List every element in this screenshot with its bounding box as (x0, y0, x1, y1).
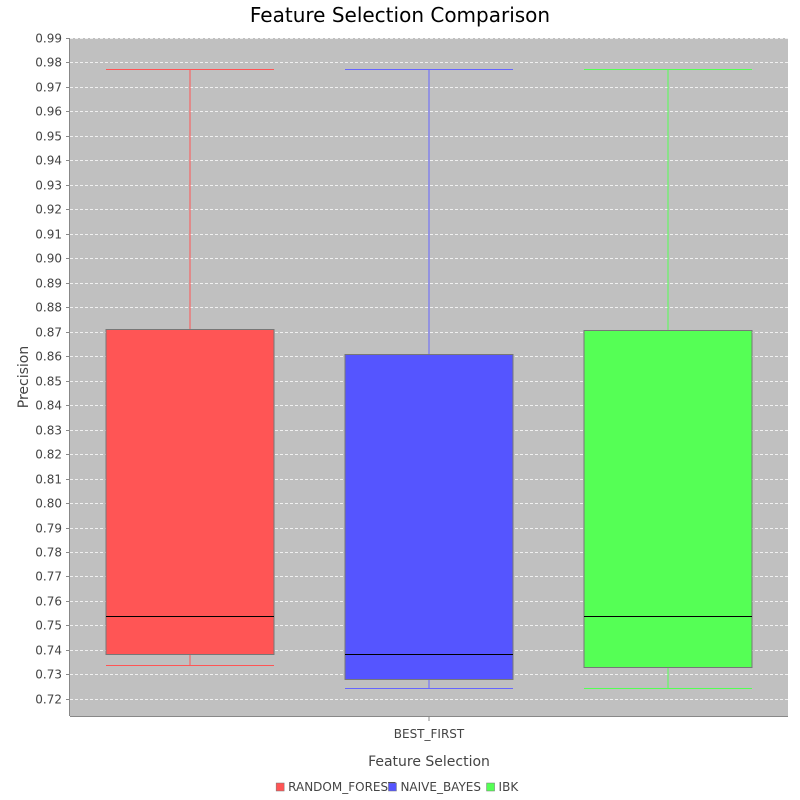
box-ibk (583, 69, 753, 689)
legend-swatch (388, 782, 397, 792)
y-tick-label: 0.78 (35, 546, 62, 560)
interquartile-box (105, 329, 275, 655)
y-tick-label: 0.94 (35, 154, 62, 168)
y-tick-label: 0.95 (35, 130, 62, 144)
y-tick-label: 0.84 (35, 399, 62, 413)
legend-swatch (486, 782, 495, 792)
legend: RANDOM_FOREST NAIVE_BAYES IBK (275, 780, 520, 794)
x-tick-label: BEST_FIRST (394, 727, 465, 741)
y-tick-label: 0.87 (35, 326, 62, 340)
y-tick-label: 0.98 (35, 56, 62, 70)
y-tick-label: 0.90 (35, 252, 62, 266)
y-tick-label: 0.92 (35, 203, 62, 217)
y-tick-label: 0.77 (35, 570, 62, 584)
x-axis-label: Feature Selection (368, 754, 490, 770)
y-tick-label: 0.83 (35, 424, 62, 438)
y-tick-label: 0.85 (35, 375, 62, 389)
y-tick-label: 0.80 (35, 497, 62, 511)
y-tick-label: 0.96 (35, 105, 62, 119)
legend-swatch (275, 782, 285, 792)
y-tick-label: 0.74 (35, 644, 62, 658)
y-tick-label: 0.79 (35, 522, 62, 536)
interquartile-box (583, 330, 753, 668)
legend-item-naive-bayes: NAIVE_BAYES (388, 780, 481, 794)
y-tick-label: 0.88 (35, 301, 62, 315)
box-naive-bayes (344, 69, 514, 689)
interquartile-box (344, 354, 514, 680)
y-tick-label: 0.86 (35, 350, 62, 364)
legend-label: RANDOM_FOREST (288, 780, 396, 794)
y-tick-label: 0.91 (35, 228, 62, 242)
y-tick-label: 0.97 (35, 81, 62, 95)
chart-title: Feature Selection Comparison (250, 3, 550, 27)
y-tick-label: 0.82 (35, 448, 62, 462)
box-random-forest (105, 69, 275, 666)
x-axis: BEST_FIRST (70, 716, 788, 741)
y-axis: 0.72 0.73 0.74 0.75 0.76 0.77 0.78 0.79 0.80 0.81… (35, 32, 70, 716)
y-tick-label: 0.89 (35, 277, 62, 291)
legend-item-ibk: IBK (486, 780, 520, 794)
y-tick-label: 0.99 (35, 32, 62, 46)
box-series (105, 69, 753, 689)
y-tick-label: 0.72 (35, 693, 62, 707)
legend-item-random-forest: RANDOM_FOREST (275, 780, 396, 794)
y-tick-label: 0.75 (35, 619, 62, 633)
y-axis-label: Precision (16, 346, 32, 408)
y-tick-label: 0.73 (35, 668, 62, 682)
y-tick-label: 0.81 (35, 473, 62, 487)
legend-label: NAIVE_BAYES (400, 780, 481, 794)
y-tick-label: 0.76 (35, 595, 62, 609)
legend-label: IBK (499, 780, 520, 794)
y-tick-label: 0.93 (35, 179, 62, 193)
